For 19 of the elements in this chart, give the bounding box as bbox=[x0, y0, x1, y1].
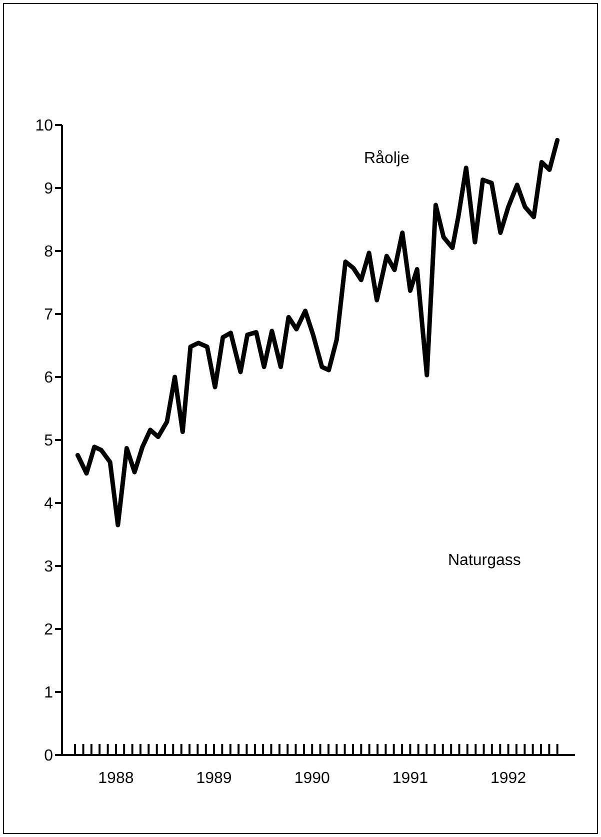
x-tick-label: 1990 bbox=[294, 770, 330, 787]
line-series bbox=[75, 138, 560, 528]
y-tick-label: 2 bbox=[44, 622, 54, 639]
x-tick-label: 1991 bbox=[392, 770, 428, 787]
y-tick-label: 3 bbox=[44, 558, 54, 576]
y-tick-label: 1 bbox=[44, 684, 54, 702]
text: Råolje bbox=[364, 150, 410, 168]
x-tick-label: 1988 bbox=[98, 770, 134, 787]
annotation: Naturgass bbox=[448, 552, 521, 570]
x-tick-label: 1992 bbox=[490, 770, 526, 787]
y-tick-label: 6 bbox=[44, 370, 54, 387]
y-tick-label: 5 bbox=[44, 432, 54, 450]
x-tick-label: 1989 bbox=[196, 770, 232, 787]
y-tick-label: 10 bbox=[35, 118, 54, 135]
y-tick-label: 4 bbox=[44, 496, 54, 513]
y-tick-label: 9 bbox=[44, 180, 54, 198]
y-tick-label: 0 bbox=[44, 748, 54, 765]
y-tick-label: 8 bbox=[44, 244, 54, 261]
y-tick-label: 7 bbox=[44, 306, 54, 324]
